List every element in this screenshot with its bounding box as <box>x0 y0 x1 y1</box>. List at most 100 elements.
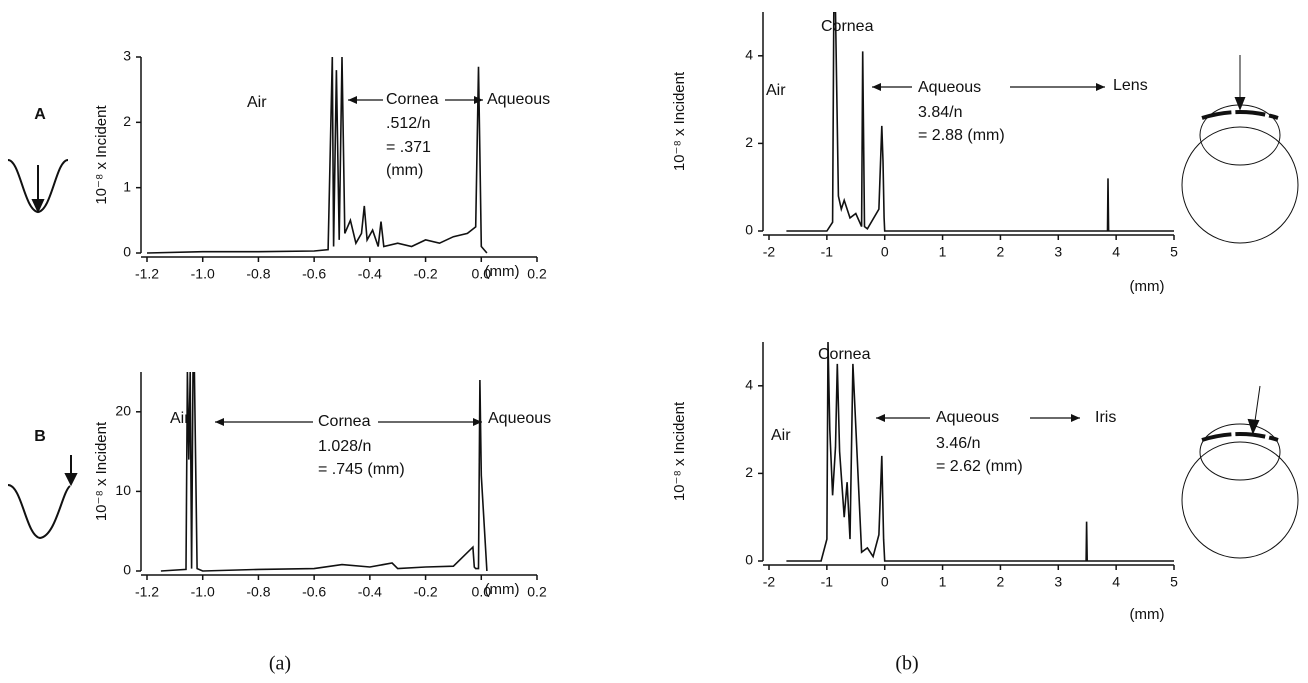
x-tick-label: -0.2 <box>414 584 438 600</box>
x-axis-label: (mm) <box>1130 606 1165 623</box>
annotation: .512/n <box>386 115 430 132</box>
eye-ball <box>1181 441 1299 559</box>
annotation: Aqueous <box>488 410 551 427</box>
data-line <box>146 57 488 254</box>
arrowhead <box>1234 97 1246 111</box>
plot-area <box>786 12 1174 232</box>
annotation: Cornea <box>318 413 371 430</box>
x-tick-label: -2 <box>763 244 776 260</box>
arrowhead <box>473 418 482 426</box>
y-tick-label: 4 <box>745 377 753 393</box>
y-tick-label: 2 <box>745 464 753 480</box>
x-tick-label: -1.0 <box>191 266 215 282</box>
arrowhead <box>872 83 881 91</box>
x-tick-label: 0.2 <box>527 584 547 600</box>
arrowhead <box>1247 418 1260 435</box>
annotation: 3.46/n <box>936 435 980 452</box>
x-tick-label: -0.4 <box>358 584 382 600</box>
x-tick-label: 0.0 <box>472 266 492 282</box>
y-axis-label: 10⁻⁸ x Incident <box>671 71 688 171</box>
annotation: Aqueous <box>918 79 981 96</box>
annotation: 1.028/n <box>318 438 371 455</box>
cornea <box>1201 110 1279 120</box>
annotation: Cornea <box>818 346 871 363</box>
eye-ball <box>1181 126 1299 244</box>
x-tick-label: 0 <box>881 574 889 590</box>
eye-diagrams <box>7 55 1299 559</box>
surface-curve <box>7 484 71 540</box>
arrowhead <box>348 96 357 104</box>
annotation: 3.84/n <box>918 104 962 121</box>
plot-area <box>146 57 488 254</box>
y-tick-label: 0 <box>745 552 753 568</box>
x-tick-label: -0.8 <box>246 266 270 282</box>
x-tick-label: 5 <box>1170 574 1178 590</box>
data-line <box>160 372 488 572</box>
arrowhead <box>1096 83 1105 91</box>
annotation: Air <box>170 410 190 427</box>
annotation: = .745 (mm) <box>318 461 405 478</box>
annotation: Aqueous <box>936 409 999 426</box>
annotation: Cornea <box>821 18 874 35</box>
annotation: Lens <box>1113 77 1148 94</box>
y-tick-label: 1 <box>123 178 131 194</box>
panel-label: B <box>34 428 46 445</box>
x-tick-label: 5 <box>1170 244 1178 260</box>
x-tick-label: 4 <box>1112 244 1120 260</box>
annotation: Air <box>766 82 786 99</box>
x-tick-label: 2 <box>997 244 1005 260</box>
x-tick-label: -0.6 <box>302 584 326 600</box>
arrowhead <box>215 418 224 426</box>
annotation: = 2.88 (mm) <box>918 127 1005 144</box>
annotation: = 2.62 (mm) <box>936 458 1023 475</box>
x-tick-label: 0 <box>881 244 889 260</box>
caption: (a) <box>269 653 291 675</box>
y-axis-label: 10⁻⁸ x Incident <box>671 401 688 501</box>
annotation: Cornea <box>386 91 439 108</box>
panel-label: A <box>34 106 46 123</box>
y-tick-label: 2 <box>123 113 131 129</box>
x-tick-label: 3 <box>1054 244 1062 260</box>
x-tick-label: -0.2 <box>414 266 438 282</box>
y-tick-label: 2 <box>745 134 753 150</box>
y-tick-label: 0 <box>745 222 753 238</box>
plot-area <box>160 372 488 572</box>
y-tick-label: 4 <box>745 47 753 63</box>
lens <box>1199 423 1281 481</box>
x-tick-label: -0.6 <box>302 266 326 282</box>
x-tick-label: -1.2 <box>135 266 159 282</box>
x-tick-label: 0.0 <box>472 584 492 600</box>
x-tick-label: 1 <box>939 244 947 260</box>
y-tick-label: 0 <box>123 244 131 260</box>
y-axis-label: 10⁻⁸ x Incident <box>93 105 110 205</box>
plot-area <box>786 342 1174 562</box>
x-axis-label: (mm) <box>485 581 520 598</box>
x-tick-label: 0.2 <box>527 266 547 282</box>
data-line <box>786 12 1174 232</box>
x-tick-label: -1 <box>821 574 834 590</box>
annotation: Air <box>771 427 791 444</box>
y-tick-label: 3 <box>123 48 131 64</box>
arrowhead <box>474 96 483 104</box>
x-tick-label: -1 <box>821 244 834 260</box>
arrowhead <box>31 199 45 214</box>
iris <box>1201 432 1279 442</box>
x-axis-label: (mm) <box>485 263 520 280</box>
x-tick-label: -0.4 <box>358 266 382 282</box>
x-tick-label: 1 <box>939 574 947 590</box>
x-tick-label: -0.8 <box>246 584 270 600</box>
y-tick-label: 20 <box>115 403 131 419</box>
annotation: = .371 <box>386 139 431 156</box>
y-axis-label: 10⁻⁸ x Incident <box>93 421 110 521</box>
annotation: (mm) <box>386 162 423 179</box>
arrowhead <box>64 473 78 487</box>
x-tick-label: 3 <box>1054 574 1062 590</box>
y-tick-label: 0 <box>123 562 131 578</box>
x-tick-label: 2 <box>997 574 1005 590</box>
x-tick-label: 4 <box>1112 574 1120 590</box>
data-line <box>786 342 1174 562</box>
annotation: Iris <box>1095 409 1116 426</box>
annotation: Aqueous <box>487 91 550 108</box>
x-tick-label: -2 <box>763 574 776 590</box>
